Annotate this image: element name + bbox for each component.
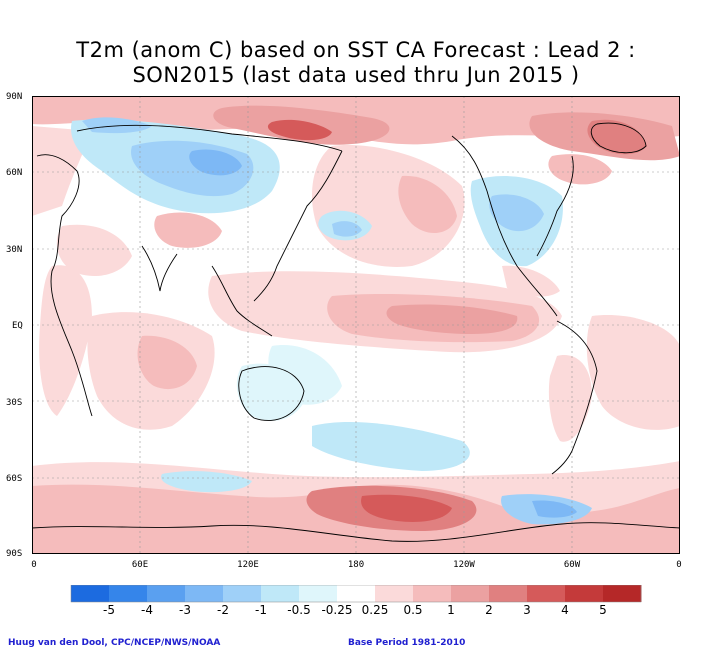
coast-india xyxy=(141,245,178,292)
colorbar-swatch xyxy=(489,585,528,602)
colorbar-swatch xyxy=(261,585,300,602)
colorbar-tick-label: 5 xyxy=(599,603,607,617)
colorbar-outline xyxy=(70,585,642,603)
coast-asia-east xyxy=(253,150,343,302)
colorbar-swatch xyxy=(413,585,452,602)
coast-se-asia xyxy=(211,265,273,337)
footer-base-period: Base Period 1981-2010 xyxy=(348,638,466,648)
colorbar-swatch xyxy=(299,585,338,602)
warm-region-indian-ocean-core xyxy=(137,335,197,390)
cold-region-australia xyxy=(236,363,307,421)
colorbar-tick-label: -0.5 xyxy=(287,603,311,617)
colorbar-tick-label: -3 xyxy=(179,603,191,617)
coast-australia xyxy=(238,366,305,421)
lat-label-30s: 30S xyxy=(6,398,23,408)
cold-region-north-pacific-core xyxy=(332,221,362,237)
warm-region-north-pacific-core xyxy=(398,175,457,234)
colorbar-swatch xyxy=(71,585,110,602)
cold-region-north-america-core xyxy=(489,194,544,232)
coast-north-america xyxy=(451,135,558,317)
lon-label-120e: 120E xyxy=(237,560,259,570)
lon-label-0-end: 0 xyxy=(676,560,682,570)
colorbar-tick-label: -5 xyxy=(103,603,115,617)
colorbar-tick-label: 4 xyxy=(561,603,569,617)
lat-label-60s: 60S xyxy=(6,474,23,484)
warm-region-siberia-core xyxy=(267,119,332,141)
coast-north-america-east xyxy=(536,155,574,257)
colorbar-swatch xyxy=(185,585,224,602)
cold-region-weddell-core xyxy=(532,500,577,518)
warm-region-enso-core xyxy=(386,304,518,334)
cold-region-southern-ocean-indian xyxy=(161,471,252,493)
cold-region-eurasia-strong xyxy=(189,149,242,176)
warm-region-antarctic-pacific-core xyxy=(361,494,452,522)
coastlines xyxy=(32,122,680,542)
colorbar-tick-label: -4 xyxy=(141,603,153,617)
colorbar-swatch xyxy=(451,585,490,602)
colorbar-swatch xyxy=(527,585,566,602)
cold-region-south-pacific xyxy=(312,421,470,471)
footer-credit: Huug van den Dool, CPC/NCEP/NWS/NOAA xyxy=(8,638,221,648)
warm-region-south-atlantic xyxy=(586,315,680,430)
colorbar-swatch xyxy=(147,585,186,602)
coast-antarctica xyxy=(32,522,680,542)
lon-label-0: 0 xyxy=(31,560,37,570)
warm-region-south-america xyxy=(548,355,592,442)
coast-south-america xyxy=(551,320,598,475)
warm-region-europe xyxy=(32,126,92,216)
colorbar xyxy=(70,585,642,603)
lon-label-120w: 120W xyxy=(453,560,475,570)
colorbar-tick-label: 1 xyxy=(447,603,455,617)
warm-region-middle-east xyxy=(56,224,132,276)
colorbar-swatch xyxy=(375,585,414,602)
lat-label-eq: EQ xyxy=(12,321,23,331)
warm-region-mexico xyxy=(502,265,560,297)
chart-title-line-2: SON2015 (last data used thru Jun 2015 ) xyxy=(132,63,580,87)
colorbar-swatch xyxy=(109,585,148,602)
colorbar-tick-label: 3 xyxy=(523,603,531,617)
colorbar-tick-label: 0.5 xyxy=(403,603,423,617)
colorbar-tick-label: -1 xyxy=(255,603,267,617)
coast-greenland xyxy=(590,122,647,154)
lat-label-30n: 30N xyxy=(6,245,23,255)
graticule xyxy=(32,96,680,554)
lat-label-90n: 90N xyxy=(6,92,23,102)
colorbar-swatch xyxy=(565,585,604,602)
colorbar-tick-label: -2 xyxy=(217,603,229,617)
lat-label-60n: 60N xyxy=(6,168,23,178)
anomaly-map xyxy=(32,96,680,554)
coast-europe-africa xyxy=(36,154,93,417)
coast-asia-north xyxy=(76,124,343,152)
lat-label-90s: 90S xyxy=(6,549,23,559)
chart-title-line-1: T2m (anom C) based on SST CA Forecast : … xyxy=(76,38,636,62)
lon-label-60w: 60W xyxy=(563,560,581,570)
cold-region-arctic-europe xyxy=(82,117,152,134)
warm-region-africa xyxy=(39,265,92,416)
colorbar-tick-label: -0.25 xyxy=(321,603,353,617)
map-frame xyxy=(32,96,680,554)
lon-label-60e: 60E xyxy=(131,560,149,570)
colorbar-swatch xyxy=(337,585,376,602)
lon-label-180: 180 xyxy=(347,560,365,570)
warm-region-canada-east xyxy=(548,154,612,185)
warm-region-central-asia xyxy=(154,212,222,248)
colorbar-tick-label: 2 xyxy=(485,603,493,617)
colorbar-swatch xyxy=(603,585,642,602)
colorbar-tick-label: 0.25 xyxy=(361,603,389,617)
colorbar-swatch xyxy=(223,585,262,602)
